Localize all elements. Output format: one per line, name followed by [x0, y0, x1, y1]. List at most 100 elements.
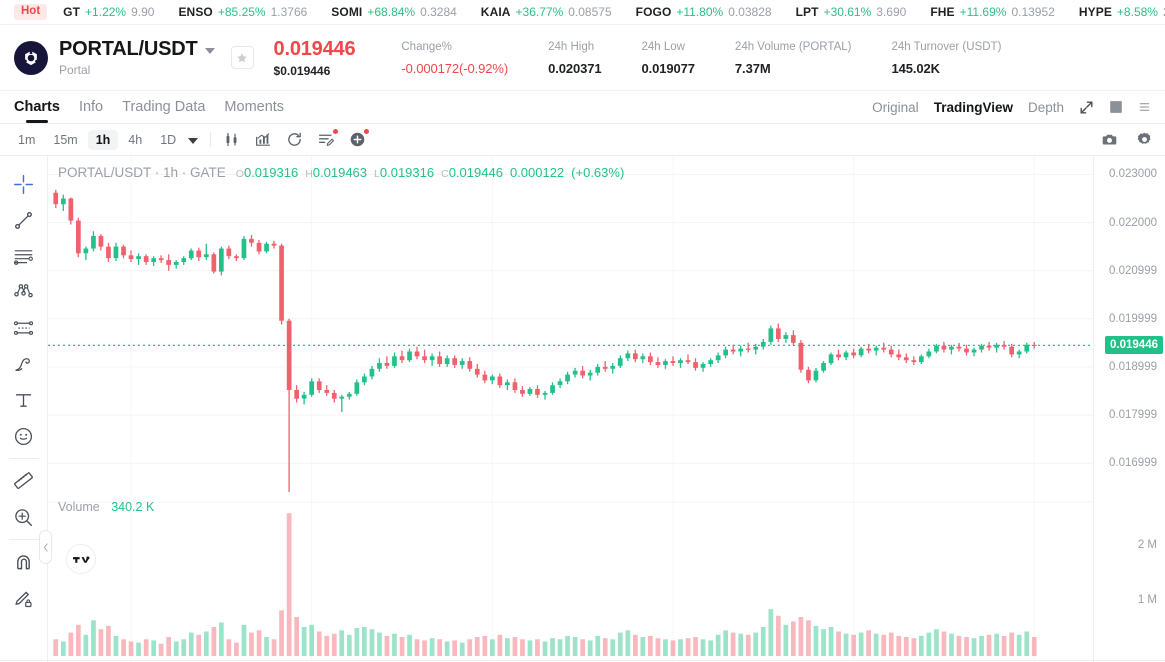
last-price-usd: $0.019446 — [273, 64, 331, 78]
market-stat: Change% -0.000172(-0.92%) — [401, 39, 508, 76]
menu-icon[interactable] — [1138, 100, 1151, 114]
favorite-star-button[interactable] — [230, 46, 254, 69]
ticker-price: 23.405 — [1163, 5, 1165, 19]
ticker-symbol: GT — [63, 5, 81, 19]
volume-value: 340.2 K — [111, 500, 155, 514]
ticker-item[interactable]: FOGO +11.80% 0.03828 — [636, 5, 772, 19]
ticker-change: +11.69% — [959, 5, 1007, 19]
drawing-lock-icon[interactable] — [0, 580, 47, 616]
price-axis-label: 0.016999 — [1109, 457, 1157, 470]
market-stat: 24h High 0.020371 — [548, 39, 602, 76]
ticker-item[interactable]: HYPE +8.58% 23.405 — [1079, 5, 1165, 19]
timeframe-15m[interactable]: 15m — [53, 132, 78, 147]
ticker-change: +11.80% — [676, 5, 724, 19]
ticker-symbol: SOMI — [331, 5, 363, 19]
candlestick-type-icon[interactable] — [223, 131, 240, 148]
market-stat-value: 7.37M — [734, 61, 771, 77]
ticker-price: 0.03828 — [728, 5, 772, 19]
tab-trading-data[interactable]: Trading Data — [122, 99, 206, 115]
fib-retracement-tool-icon[interactable] — [0, 310, 47, 346]
ticker-item[interactable]: LPT +30.61% 3.690 — [796, 5, 907, 19]
timeframe-1m[interactable]: 1m — [18, 132, 36, 147]
camera-snapshot-icon[interactable] — [1101, 131, 1118, 148]
chart-area: PORTAL/USDT · 1h · GATE O0.019316 H0.019… — [0, 156, 1165, 660]
ticker-item[interactable]: GT +1.22% 9.90 — [63, 5, 154, 19]
chart-view-depth[interactable]: Depth — [1027, 99, 1064, 115]
notification-dot — [333, 129, 339, 134]
last-price: 0.019446 — [273, 38, 356, 60]
crosshair-tool-icon[interactable] — [0, 166, 47, 202]
chart-view-tabs: Original TradingView Depth — [872, 100, 1151, 115]
chart-canvas[interactable]: PORTAL/USDT · 1h · GATE O0.019316 H0.019… — [39, 156, 1093, 660]
notification-dot — [364, 129, 370, 134]
volume-legend: Volume 340.2 K — [58, 500, 154, 514]
chart-toolbar: 1m 15m 1h 4h 1D — [0, 124, 1165, 156]
coin-name: Portal — [59, 63, 91, 77]
chart-view-tradingview[interactable]: TradingView — [933, 99, 1013, 115]
refresh-icon[interactable] — [286, 131, 303, 148]
magnet-tool-icon[interactable] — [0, 544, 47, 580]
candlestick-chart-svg[interactable] — [48, 156, 1093, 660]
ticker-change: +8.58% — [1116, 5, 1158, 19]
ticker-symbol: KAIA — [480, 5, 511, 19]
market-stat-value: 145.02K — [891, 61, 940, 77]
current-price-badge: 0.019446 — [1105, 336, 1163, 355]
chevron-down-icon[interactable] — [204, 48, 215, 54]
pair-title-box[interactable]: PORTAL/USDT Portal — [59, 38, 215, 77]
tab-info[interactable]: Info — [78, 99, 104, 115]
expand-icon[interactable] — [1079, 100, 1094, 115]
tradingview-logo-icon[interactable] — [66, 544, 96, 574]
price-axis[interactable]: 0.023000 0.022000 0.020999 0.019999 0.018999… — [1093, 156, 1165, 660]
timeframe-more-chevron-icon[interactable] — [188, 137, 199, 144]
ohlc-close: C0.019446 — [441, 165, 503, 180]
tab-charts[interactable]: Charts — [14, 91, 60, 123]
collapse-sidebar-handle[interactable] — [39, 530, 52, 564]
ticker-change: +68.84% — [367, 5, 416, 19]
pair-name: PORTAL/USDT — [59, 38, 198, 60]
pair-header: PORTAL/USDT Portal 0.019446 $0.019446 Ch… — [0, 25, 1165, 91]
content-tabs: Charts Info Trading Data Moments — [14, 91, 284, 123]
price-axis-label: 0.018999 — [1109, 360, 1157, 373]
chart-legend: PORTAL/USDT · 1h · GATE O0.019316 H0.019… — [58, 165, 631, 180]
toolbar-divider — [210, 132, 212, 147]
trend-line-tool-icon[interactable] — [0, 202, 47, 238]
layout-square-icon[interactable] — [1109, 100, 1123, 114]
chart-settings-gear-icon[interactable] — [1136, 131, 1153, 148]
ohlc-change: 0.000122 — [509, 165, 565, 180]
order-settings-icon[interactable] — [317, 129, 339, 148]
pitchfork-tool-icon[interactable] — [0, 274, 47, 310]
drawing-tools-sidebar — [0, 156, 48, 660]
brush-tool-icon[interactable] — [0, 346, 47, 382]
emoji-tool-icon[interactable] — [0, 418, 47, 454]
ticker-price: 1.3766 — [270, 5, 308, 19]
zoom-in-tool-icon[interactable] — [0, 499, 47, 535]
price-axis-label: 0.019999 — [1109, 312, 1157, 325]
market-stat-label: 24h High — [548, 40, 595, 53]
chart-view-original[interactable]: Original — [872, 99, 919, 115]
market-stats: Change% -0.000172(-0.92%) 24h High 0.020371… — [401, 39, 1041, 76]
market-stat-label: 24h Low — [641, 40, 685, 53]
last-price-block: 0.019446 $0.019446 — [274, 37, 356, 78]
price-axis-label: 0.022000 — [1109, 216, 1157, 229]
add-indicator-icon[interactable] — [349, 129, 370, 148]
ruler-measure-tool-icon[interactable] — [0, 463, 47, 499]
timeframe-1D[interactable]: 1D — [160, 132, 177, 147]
ohlc-change-pct: (+0.63%) — [571, 165, 625, 180]
chart-toolbar-right — [1101, 131, 1153, 148]
ticker-item[interactable]: ENSO +85.25% 1.3766 — [178, 5, 307, 19]
ticker-price: 3.690 — [876, 5, 907, 19]
ticker-price: 9.90 — [131, 5, 155, 19]
text-tool-icon[interactable] — [0, 382, 47, 418]
ticker-item[interactable]: KAIA +36.77% 0.08575 — [481, 5, 612, 19]
timeframe-4h[interactable]: 4h — [128, 132, 143, 147]
toolbar-separator — [8, 539, 39, 540]
tab-moments[interactable]: Moments — [224, 99, 285, 115]
indicators-icon[interactable] — [254, 131, 272, 148]
ticker-items: GT +1.22% 9.90 ENSO +85.25% 1.3766 SOMI +68.84%… — [63, 5, 1165, 19]
ticker-change: +30.61% — [823, 5, 872, 19]
ticker-item[interactable]: SOMI +68.84% 0.3284 — [331, 5, 457, 19]
ticker-change: +36.77% — [515, 5, 564, 19]
horizontal-lines-tool-icon[interactable] — [0, 238, 47, 274]
ticker-item[interactable]: FHE +11.69% 0.13952 — [930, 5, 1055, 19]
timeframe-1h[interactable]: 1h — [87, 129, 119, 150]
